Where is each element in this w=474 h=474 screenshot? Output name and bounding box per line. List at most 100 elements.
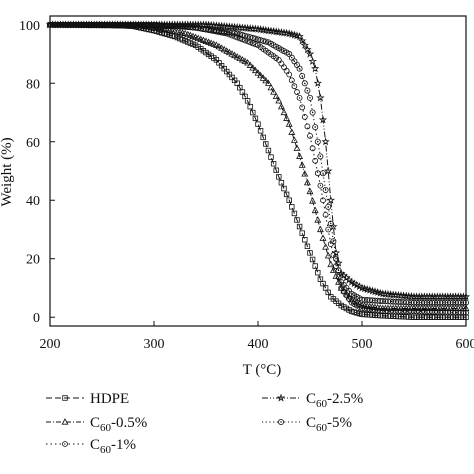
data-point [296,223,303,230]
series-line [50,24,466,304]
data-point-dot [324,189,327,191]
data-point [320,197,326,204]
data-point [276,174,282,180]
data-point [270,88,278,95]
y-tick-label: 0 [33,311,40,326]
data-point [299,104,306,111]
data-point-dot [314,126,316,128]
data-point [278,179,285,186]
legend-item-4: C60-5% [262,415,352,434]
data-point [306,94,313,101]
series-3 [45,20,471,301]
data-point [244,58,252,66]
data-point-dot [340,281,342,283]
legend-item-0: HDPE [46,391,129,407]
y-tick-label: 100 [19,19,40,34]
data-point [307,250,313,256]
data-point [251,66,259,74]
data-point [316,225,324,233]
data-point-dot [306,89,309,92]
data-point-dot [317,141,319,143]
data-point-dot [309,97,311,99]
data-point [280,108,288,116]
data-point-dot [301,75,303,77]
data-point [288,77,295,84]
data-point [281,64,287,71]
data-point [319,234,327,241]
data-point [250,109,256,116]
series-0 [47,22,469,320]
data-point [326,195,335,204]
data-point [319,170,326,177]
data-point [264,79,272,86]
data-point [335,274,342,280]
data-point [309,109,316,116]
data-point [302,237,308,243]
data-point [307,133,313,139]
data-point [327,260,335,268]
data-point-dot [322,172,324,174]
data-point [462,299,469,306]
series-line [50,24,466,318]
legend-label: C60-1% [90,437,136,456]
data-point [308,56,317,65]
data-point [322,187,329,194]
data-point [257,71,265,79]
data-point [312,263,318,269]
data-point [316,93,325,102]
data-point-dot [311,111,314,114]
legend-marker [62,441,68,447]
data-point [300,40,309,49]
data-point [249,64,257,71]
data-point [311,64,320,73]
legend-marker-dot [280,421,282,423]
data-point [247,103,253,110]
data-point [331,248,341,257]
data-point [277,102,285,110]
data-point [330,238,337,245]
data-point [296,152,304,159]
data-point-dot [343,284,345,286]
data-point [263,141,269,147]
data-point [290,136,298,143]
legend-label: C60-2.5% [306,391,363,410]
data-point [333,263,339,269]
series-line [50,24,466,314]
data-point-dot [348,290,350,292]
data-point-dot [327,206,329,208]
data-point [309,197,317,204]
data-point [312,157,319,164]
data-point-dot [319,155,322,158]
data-point [233,53,241,60]
data-point [459,292,468,301]
y-tick-label: 60 [26,136,40,151]
series-line [50,24,466,309]
series-4 [47,21,469,306]
data-point [301,80,308,87]
series-1 [46,20,470,312]
data-point [463,309,469,316]
data-point [281,185,287,192]
data-point [228,50,236,57]
data-point [317,182,324,189]
y-tick-label: 20 [26,253,40,268]
data-point-dot [298,67,301,70]
data-point [301,113,308,120]
data-point [257,128,264,134]
data-point [312,124,319,131]
data-point [318,115,328,124]
data-point [293,144,301,151]
data-point [332,272,340,279]
data-point-dot [288,53,290,55]
data-point [327,220,334,227]
data-point [283,191,290,198]
y-tick-label: 80 [26,77,40,92]
data-point [332,255,339,262]
data-point-dot [337,269,340,272]
data-point [296,65,303,72]
data-point [303,45,312,54]
data-point [286,71,293,78]
data-point [298,36,307,45]
legend-marker [277,418,284,425]
x-tick-label: 300 [144,337,165,352]
